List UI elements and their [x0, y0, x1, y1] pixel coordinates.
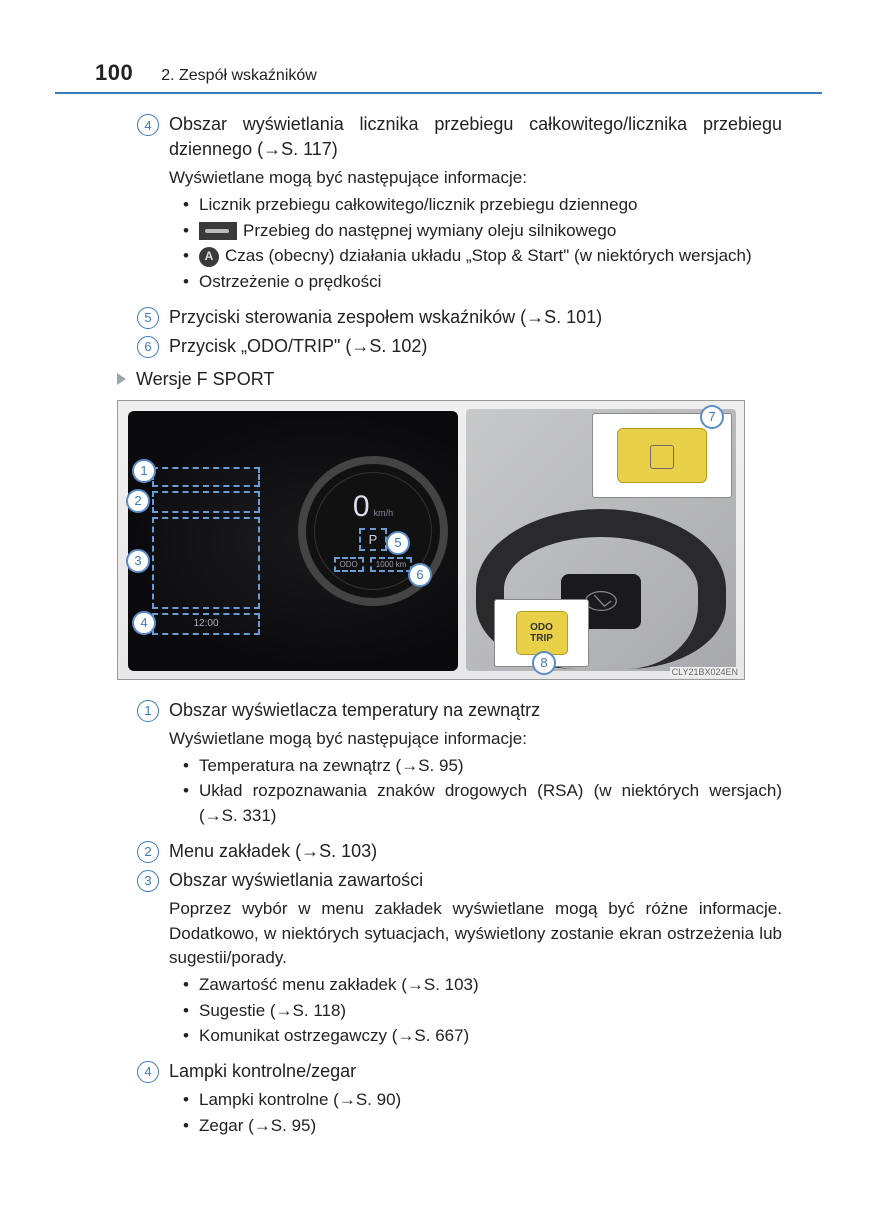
item-4-sub: Wyświetlane mogą być następujące informa…	[137, 166, 782, 294]
gear-indicator: P	[359, 528, 388, 551]
zone-3	[152, 517, 260, 609]
circle-badge-5: 5	[137, 307, 159, 329]
item-4-intro: Wyświetlane mogą być następujące informa…	[169, 166, 782, 191]
manual-page: 100 2. Zespół wskaźników 4 Obszar wyświe…	[0, 0, 877, 1208]
fig-badge-5: 5	[386, 531, 410, 555]
instrument-cluster-figure: 12:00 0 km/h P ODO 1000 km	[117, 400, 745, 680]
bullet: Ostrzeżenie o prędkości	[183, 270, 782, 295]
bitem-4-bullets: Lampki kontrolne (→S. 90) Zegar (→S. 95)	[169, 1088, 782, 1138]
odo-row: ODO 1000 km	[334, 557, 413, 572]
bitem-1-bullets: Temperatura na zewnątrz (→S. 95) Układ r…	[169, 754, 782, 829]
stop-start-icon: A	[199, 247, 219, 267]
bitem-3-sub: Poprzez wybór w menu zakładek wyświetlan…	[137, 897, 782, 1049]
bullet: Temperatura na zewnątrz (→S. 95)	[183, 754, 782, 779]
bitem-4-sub: Lampki kontrolne (→S. 90) Zegar (→S. 95)	[137, 1088, 782, 1138]
page-header: 100 2. Zespół wskaźników	[55, 60, 822, 94]
dpad-buttons	[617, 428, 707, 483]
bitem-4-title: Lampki kontrolne/zegar	[169, 1059, 356, 1084]
page-content: 4 Obszar wyświetlania licznika przebiegu…	[55, 112, 822, 1138]
circle-badge-b2: 2	[137, 841, 159, 863]
bullet: Zawartość menu zakładek (→S. 103)	[183, 973, 782, 998]
speed-value: 0	[353, 490, 370, 524]
speed-unit: km/h	[374, 508, 394, 518]
item-5-title: Przyciski sterowania zespołem wskaźników…	[169, 305, 602, 330]
bitem-1-title: Obszar wyświetlacza temperatury na zewną…	[169, 698, 540, 723]
fig-badge-7: 7	[700, 405, 724, 429]
bullet: Komunikat ostrzegawczy (→S. 667)	[183, 1024, 782, 1049]
bitem-1: 1 Obszar wyświetlacza temperatury na zew…	[137, 698, 782, 723]
fig-badge-2: 2	[126, 489, 150, 513]
bullet: Lampki kontrolne (→S. 90)	[183, 1088, 782, 1113]
bitem-4: 4 Lampki kontrolne/zegar	[137, 1059, 782, 1084]
zone-1	[152, 467, 260, 487]
odo-value: 1000 km	[370, 557, 413, 572]
odo-label: ODO	[334, 557, 364, 572]
circle-badge-b4: 4	[137, 1061, 159, 1083]
fig-badge-1: 1	[132, 459, 156, 483]
bullet: Sugestie (→S. 118)	[183, 999, 782, 1024]
zone-2	[152, 491, 260, 513]
bitem-1-sub: Wyświetlane mogą być następujące informa…	[137, 727, 782, 829]
fig-badge-6: 6	[408, 563, 432, 587]
fig-badge-3: 3	[126, 549, 150, 573]
figure-code: CLY21BX024EN	[670, 667, 740, 677]
circle-badge-4: 4	[137, 114, 159, 136]
bullet: Przebieg do następnej wymiany oleju siln…	[183, 219, 782, 244]
zone-4: 12:00	[152, 613, 260, 635]
circle-badge-b3: 3	[137, 870, 159, 892]
bitem-2-title: Menu zakładek (→S. 103)	[169, 839, 377, 864]
triangle-icon	[117, 373, 126, 385]
bitem-3: 3 Obszar wyświetlania zawartości	[137, 868, 782, 893]
bitem-1-intro: Wyświetlane mogą być następujące informa…	[169, 727, 782, 752]
section-title: 2. Zespół wskaźników	[161, 67, 317, 85]
wrench-icon	[199, 222, 237, 240]
bitem-2: 2 Menu zakładek (→S. 103)	[137, 839, 782, 864]
bitem-3-bullets: Zawartość menu zakładek (→S. 103) Sugest…	[169, 973, 782, 1049]
item-4-bullets: Licznik przebiegu całkowitego/licznik pr…	[169, 193, 782, 295]
fig-badge-4: 4	[132, 611, 156, 635]
odo-trip-button: ODO TRIP	[516, 611, 568, 655]
version-label: Wersje F SPORT	[136, 369, 274, 390]
circle-badge-b1: 1	[137, 700, 159, 722]
version-heading: Wersje F SPORT	[117, 369, 782, 390]
dash-panel: 12:00 0 km/h P ODO 1000 km	[128, 411, 458, 671]
fig-badge-8: 8	[532, 651, 556, 675]
bullet: Układ rozpoznawania znaków drogowych (RS…	[183, 779, 782, 828]
lexus-logo-icon	[584, 589, 618, 613]
bitem-3-para: Poprzez wybór w menu zakładek wyświetlan…	[169, 897, 782, 971]
bullet: Licznik przebiegu całkowitego/licznik pr…	[183, 193, 782, 218]
bullet: Zegar (→S. 95)	[183, 1114, 782, 1139]
item-4-title: Obszar wyświetlania licznika przebiegu c…	[169, 112, 782, 162]
circle-badge-6: 6	[137, 336, 159, 358]
item-4: 4 Obszar wyświetlania licznika przebiegu…	[137, 112, 782, 162]
item-6: 6 Przycisk „ODO/TRIP" (→S. 102)	[137, 334, 782, 359]
item-5: 5 Przyciski sterowania zespołem wskaźnik…	[137, 305, 782, 330]
item-6-title: Przycisk „ODO/TRIP" (→S. 102)	[169, 334, 427, 359]
bullet: ACzas (obecny) działania układu „Stop & …	[183, 244, 782, 269]
bitem-3-title: Obszar wyświetlania zawartości	[169, 868, 423, 893]
page-number: 100	[95, 60, 133, 86]
